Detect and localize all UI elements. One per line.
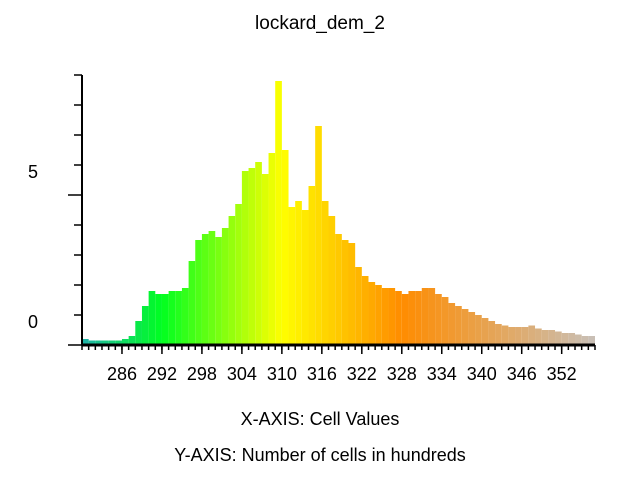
bar [455, 306, 462, 345]
bar [515, 327, 522, 345]
bar [575, 334, 582, 345]
bar [141, 306, 149, 345]
bar [281, 150, 289, 345]
bar [501, 325, 509, 345]
bar [95, 340, 102, 345]
bar [195, 240, 202, 345]
x-tick-label: 286 [107, 364, 137, 384]
bar [481, 318, 489, 345]
bar [308, 186, 316, 345]
bar [508, 327, 516, 345]
bar [548, 330, 556, 345]
bar [155, 294, 162, 345]
bar [268, 153, 276, 345]
x-axis-title: X-AXIS: Cell Values [241, 409, 400, 429]
bar [215, 237, 222, 345]
x-tick-label: 346 [507, 364, 537, 384]
bar [441, 297, 449, 345]
bar [581, 336, 589, 345]
bar [355, 267, 362, 345]
y-tick-label: 5 [28, 162, 38, 182]
bar [108, 340, 116, 345]
bar [361, 276, 369, 345]
bar [315, 126, 322, 345]
bar [448, 303, 456, 345]
bar [168, 291, 176, 345]
bar [115, 340, 122, 345]
bar [335, 234, 342, 345]
bar [188, 261, 196, 345]
x-tick-label: 292 [147, 364, 177, 384]
x-tick-label: 328 [387, 364, 417, 384]
bar [82, 339, 89, 345]
bar [161, 294, 169, 345]
bar [588, 336, 595, 345]
bar [121, 339, 129, 345]
bar [528, 325, 536, 345]
bar [375, 285, 382, 345]
bar [348, 243, 356, 345]
bar [555, 331, 562, 345]
bar [328, 216, 336, 345]
x-tick-label: 352 [547, 364, 577, 384]
bar [461, 309, 469, 345]
x-tick-label: 304 [227, 364, 257, 384]
bar [128, 336, 136, 345]
y-axis-title: Y-AXIS: Number of cells in hundreds [174, 445, 465, 465]
bar [288, 207, 296, 345]
bar [368, 282, 376, 345]
bar [535, 328, 542, 345]
bar [295, 201, 302, 345]
bar [395, 291, 402, 345]
bar [561, 333, 569, 345]
bar [181, 288, 189, 345]
x-tick-label: 340 [467, 364, 497, 384]
bar [475, 315, 482, 345]
bar [208, 231, 216, 345]
bar [175, 291, 182, 345]
bar [88, 340, 96, 345]
chart-title: lockard_dem_2 [255, 13, 385, 34]
bar [321, 201, 329, 345]
bar [135, 321, 142, 345]
bar [408, 291, 416, 345]
bar [495, 324, 502, 345]
bar [488, 321, 496, 345]
bar [301, 210, 309, 345]
bar [421, 288, 429, 345]
y-tick-label: 0 [28, 312, 38, 332]
bar [275, 81, 282, 345]
bar [235, 204, 242, 345]
bar [435, 294, 442, 345]
bar [388, 288, 396, 345]
bar [341, 240, 349, 345]
x-tick-label: 334 [427, 364, 457, 384]
bar [148, 291, 156, 345]
bar [415, 291, 422, 345]
bar [428, 288, 436, 345]
bar [401, 294, 409, 345]
x-tick-label: 298 [187, 364, 217, 384]
x-tick-label: 316 [307, 364, 337, 384]
bar [248, 168, 256, 345]
bar [468, 312, 476, 345]
bar [241, 171, 249, 345]
bar [228, 216, 236, 345]
bar [521, 327, 529, 345]
x-tick-label: 310 [267, 364, 297, 384]
bar [261, 174, 269, 345]
bar [381, 288, 389, 345]
bar [568, 333, 576, 345]
bar [221, 228, 229, 345]
bar [255, 162, 262, 345]
bar [101, 340, 109, 345]
bar [201, 234, 209, 345]
bar [541, 330, 549, 345]
x-tick-label: 322 [347, 364, 377, 384]
